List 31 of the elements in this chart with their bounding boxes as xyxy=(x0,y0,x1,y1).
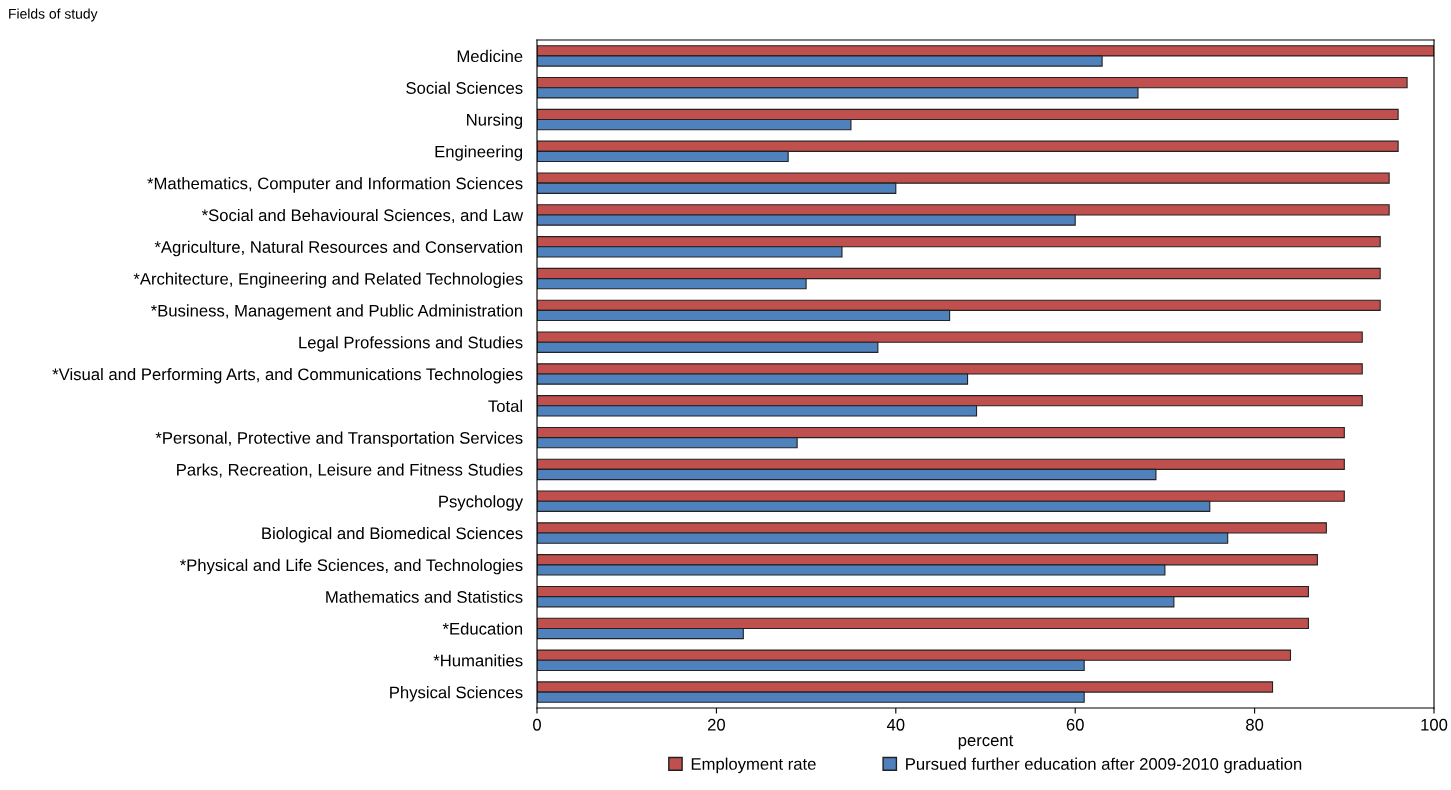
y-tick-label: Mathematics and Statistics xyxy=(326,590,523,603)
y-tick-label: *Business, Management and Public Administration xyxy=(150,304,523,320)
y-tick-label: *Education xyxy=(442,622,523,635)
y-tick-label: Total xyxy=(488,399,522,413)
y-tick-label: *Humanities xyxy=(433,654,523,667)
x-tick-label: 0 xyxy=(533,718,541,731)
y-tick-label: Physical Sciences xyxy=(390,686,523,702)
y-tick-label: Nursing xyxy=(467,113,523,130)
y-axis-title: Fields of study xyxy=(9,8,98,22)
y-tick-label: Biological and Biomedical Sciences xyxy=(262,527,523,543)
y-tick-label: Social Sciences xyxy=(406,81,523,94)
y-tick-label: Medicine xyxy=(457,49,523,63)
y-tick-label: *Physical and Life Sciences, and Technologies xyxy=(179,558,523,575)
legend-label: Employment rate xyxy=(691,757,816,774)
y-tick-label: *Agriculture, Natural Resources and Conservation xyxy=(154,240,523,257)
x-tick-label: 60 xyxy=(1066,718,1084,731)
y-tick-label: Psychology xyxy=(439,495,524,511)
y-tick-label: *Visual and Performing Arts, and Communications Technologies xyxy=(52,367,523,384)
x-tick-label: 80 xyxy=(1246,718,1264,731)
x-tick-label: 40 xyxy=(886,718,905,731)
y-tick-label: Legal Professions and Studies xyxy=(299,336,523,352)
y-tick-label: *Social and Behavioural Sciences, and Law xyxy=(201,208,524,224)
x-tick-label: 20 xyxy=(707,718,726,731)
y-tick-label: *Personal, Protective and Transportation Services xyxy=(155,431,523,448)
legend-label: Pursued further education after 2009-2010 graduation xyxy=(906,757,1302,774)
x-axis-title: percent xyxy=(958,735,1014,750)
y-tick-label: *Mathematics, Computer and Information Sciences xyxy=(147,177,523,193)
y-tick-label: Parks, Recreation, Leisure and Fitness Studies xyxy=(177,463,523,478)
y-tick-label: Engineering xyxy=(435,145,523,161)
x-tick-label: 100 xyxy=(1421,718,1448,731)
y-tick-label: *Architecture, Engineering and Related Technologies xyxy=(133,272,523,289)
